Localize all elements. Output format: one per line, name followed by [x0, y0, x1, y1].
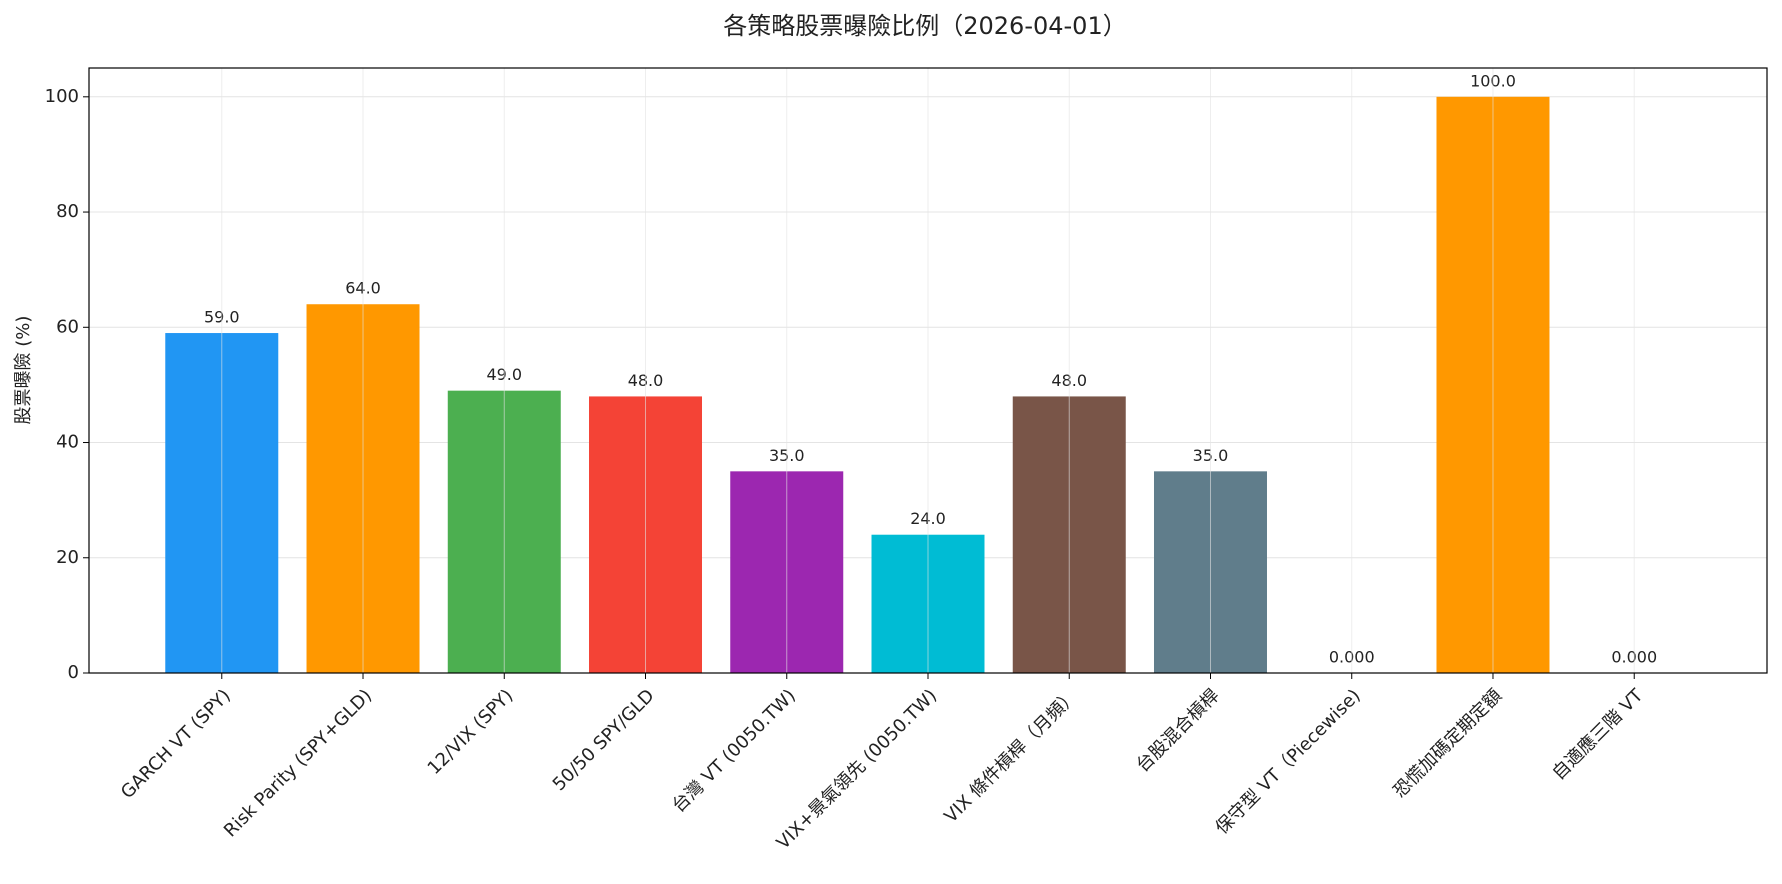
x-tick-label: 保守型 VT（Piecewise) — [1212, 685, 1365, 838]
y-tick-label: 100 — [45, 86, 79, 107]
x-tick-label: 恐慌加碼定期定額 — [1389, 685, 1506, 802]
chart-title: 各策略股票曝險比例（2026-04-01） — [723, 12, 1126, 40]
y-tick-label: 60 — [56, 316, 79, 337]
x-tick-label: 12/VIX (SPY) — [424, 685, 518, 779]
x-tick-label: 台股混合槓桿 — [1132, 685, 1223, 776]
plot-frame — [88, 67, 1768, 674]
x-tick-label: Risk Parity (SPY+GLD) — [220, 685, 376, 841]
y-axis-label: 股票曝險 (%) — [13, 316, 34, 425]
x-tick-label: VIX+景氣領先 (0050.TW) — [773, 685, 941, 853]
y-tick-label: 40 — [56, 432, 79, 453]
x-tick-label: 自適應三階 VT — [1548, 684, 1648, 784]
y-tick-label: 80 — [56, 201, 79, 222]
x-tick-label: 台灣 VT (0050.TW) — [668, 685, 800, 817]
x-tick-label: GARCH VT (SPY) — [117, 685, 235, 803]
y-tick-label: 20 — [56, 547, 79, 568]
x-tick-label: 50/50 SPY/GLD — [549, 685, 659, 795]
x-tick-label: VIX 條件槓桿（月頻） — [940, 685, 1082, 827]
y-tick-label: 0 — [68, 662, 79, 683]
